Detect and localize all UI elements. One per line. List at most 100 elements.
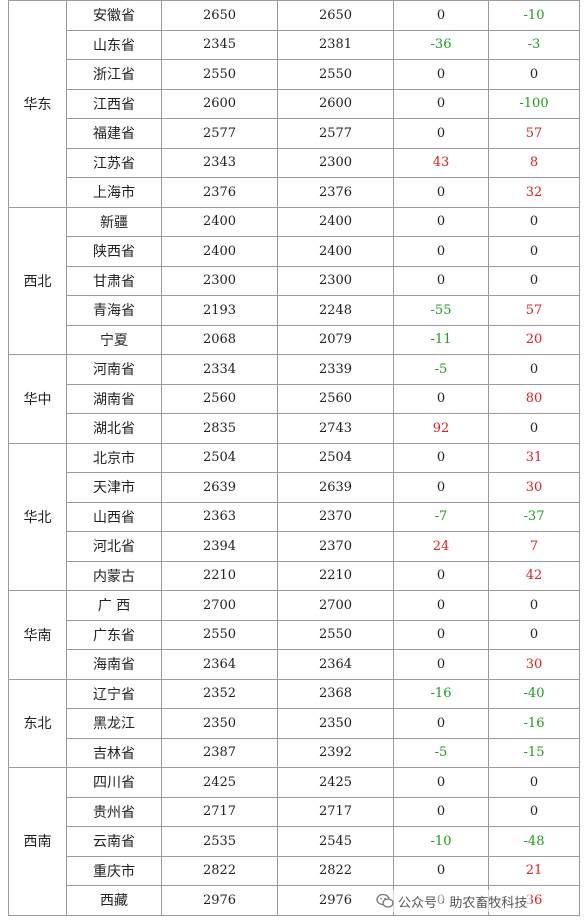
price-cell: 2560 (277, 383, 394, 414)
change-cell: -16 (393, 678, 489, 709)
province-cell: 吉林省 (66, 737, 162, 768)
region-cell: 华中 (8, 354, 67, 444)
price-cell: 2387 (161, 737, 278, 768)
table-row: 浙江省 2550 2550 0 0 (9, 59, 580, 90)
table-row: 西南 四川省 2425 2425 0 0 (8, 767, 580, 916)
change-cell: 31 (488, 442, 580, 473)
province-cell: 广东省 (66, 619, 162, 650)
price-cell: 2639 (277, 472, 394, 503)
price-cell: 2717 (161, 796, 278, 827)
change-cell: 0 (393, 855, 489, 886)
change-cell: -37 (488, 501, 580, 532)
price-cell: 2504 (161, 442, 278, 473)
change-cell: 0 (488, 59, 580, 90)
table-row: 内蒙古 2210 2210 0 42 (9, 560, 580, 591)
table-row: 湖南省 2560 2560 0 80 (9, 383, 580, 414)
change-cell: 8 (488, 147, 580, 178)
price-cell: 2550 (161, 619, 278, 650)
change-cell: -40 (488, 678, 580, 709)
province-cell: 北京市 (66, 442, 162, 473)
change-cell: -16 (488, 708, 580, 739)
price-cell: 2835 (161, 413, 278, 444)
region-cell: 华北 (8, 442, 67, 591)
change-cell: 30 (488, 472, 580, 503)
change-cell: -10 (393, 826, 489, 857)
watermark-text: 公众号 · 助农畜牧科技 (398, 895, 528, 911)
province-cell: 湖北省 (66, 413, 162, 444)
change-cell: -36 (393, 29, 489, 60)
price-cell: 2545 (277, 826, 394, 857)
table-row: 重庆市 2822 2822 0 21 (9, 855, 580, 886)
price-cell: 2370 (277, 531, 394, 562)
province-cell: 陕西省 (66, 236, 162, 267)
price-cell: 2822 (161, 855, 278, 886)
change-cell: 80 (488, 383, 580, 414)
change-cell: 0 (393, 590, 489, 621)
table-row: 河北省 2394 2370 24 7 (9, 531, 580, 562)
price-cell: 2352 (161, 678, 278, 709)
change-cell: 21 (488, 855, 580, 886)
price-cell: 2600 (161, 88, 278, 119)
price-table: 华东 安徽省 2650 2650 0 -10 山东省 2345 2381 -36 -3 浙江省 2550… (8, 0, 580, 916)
price-cell: 2400 (277, 236, 394, 267)
price-cell: 2700 (277, 590, 394, 621)
table-row: 湖北省 2835 2743 92 0 (9, 413, 580, 444)
table-row: 贵州省 2717 2717 0 0 (9, 796, 580, 827)
table-row: 天津市 2639 2639 0 30 (9, 472, 580, 503)
table-row: 云南省 2535 2545 -10 -48 (9, 826, 580, 857)
price-cell: 2370 (277, 501, 394, 532)
price-cell: 2363 (161, 501, 278, 532)
wechat-icon (376, 893, 394, 909)
table-row: 山西省 2363 2370 -7 -37 (9, 501, 580, 532)
change-cell: -48 (488, 826, 580, 857)
change-cell: 0 (488, 265, 580, 296)
change-cell: 0 (393, 265, 489, 296)
table-row: 江苏省 2343 2300 43 8 (9, 147, 580, 178)
change-cell: 0 (393, 472, 489, 503)
price-cell: 2717 (277, 796, 394, 827)
price-cell: 2392 (277, 737, 394, 768)
price-cell: 2400 (277, 206, 394, 237)
price-cell: 2976 (161, 885, 278, 916)
price-cell: 2650 (161, 0, 278, 31)
change-cell: 7 (488, 531, 580, 562)
table-row: 华南广 西 2700 2700 0 0 (8, 590, 580, 680)
change-cell: 0 (393, 619, 489, 650)
price-cell: 2339 (277, 354, 394, 385)
region-cell: 西南 (8, 767, 67, 916)
table-row: 青海省 2193 2248 -55 57 (9, 295, 580, 326)
price-cell: 2639 (161, 472, 278, 503)
province-cell: 贵州省 (66, 796, 162, 827)
price-cell: 2248 (277, 295, 394, 326)
province-cell: 广 西 (66, 590, 162, 621)
province-cell: 江西省 (66, 88, 162, 119)
price-cell: 2700 (161, 590, 278, 621)
region-cell: 华南 (8, 590, 67, 680)
change-cell: 0 (393, 708, 489, 739)
price-cell: 2350 (277, 708, 394, 739)
change-cell: 0 (393, 442, 489, 473)
change-cell: -55 (393, 295, 489, 326)
price-cell: 2550 (161, 59, 278, 90)
table-row: 黑龙江 2350 2350 0 -16 (9, 708, 580, 739)
province-cell: 四川省 (66, 767, 162, 798)
province-cell: 福建省 (66, 118, 162, 149)
table-row: 江西省 2600 2600 0 -100 (9, 88, 580, 119)
price-cell: 2300 (277, 147, 394, 178)
change-cell: 92 (393, 413, 489, 444)
province-cell: 内蒙古 (66, 560, 162, 591)
change-cell: 0 (488, 413, 580, 444)
price-cell: 2210 (161, 560, 278, 591)
price-cell: 2300 (161, 265, 278, 296)
price-cell: 2376 (277, 177, 394, 208)
price-cell: 2425 (161, 767, 278, 798)
price-cell: 2400 (161, 206, 278, 237)
change-cell: 0 (488, 590, 580, 621)
price-cell: 2394 (161, 531, 278, 562)
province-cell: 河北省 (66, 531, 162, 562)
province-cell: 上海市 (66, 177, 162, 208)
table-row: 山东省 2345 2381 -36 -3 (9, 29, 580, 60)
change-cell: 0 (488, 354, 580, 385)
change-cell: 57 (488, 118, 580, 149)
price-cell: 2550 (277, 59, 394, 90)
